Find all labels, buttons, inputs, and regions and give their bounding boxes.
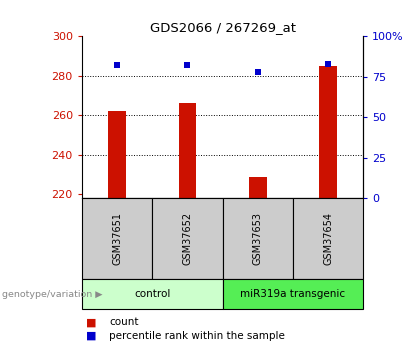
Bar	[319, 66, 337, 198]
Text: GSM37652: GSM37652	[182, 213, 192, 265]
Text: ■: ■	[86, 317, 97, 327]
Text: miR319a transgenic: miR319a transgenic	[240, 289, 346, 299]
Title: GDS2066 / 267269_at: GDS2066 / 267269_at	[150, 21, 296, 34]
Text: count: count	[109, 317, 139, 327]
Text: ■: ■	[86, 331, 97, 341]
Bar	[178, 104, 196, 198]
Bar	[108, 111, 126, 198]
Bar	[249, 177, 267, 198]
Text: control: control	[134, 289, 171, 299]
Text: GSM37651: GSM37651	[112, 213, 122, 265]
Text: percentile rank within the sample: percentile rank within the sample	[109, 331, 285, 341]
Text: GSM37654: GSM37654	[323, 213, 333, 265]
Text: GSM37653: GSM37653	[253, 213, 263, 265]
Text: genotype/variation ▶: genotype/variation ▶	[2, 289, 102, 299]
